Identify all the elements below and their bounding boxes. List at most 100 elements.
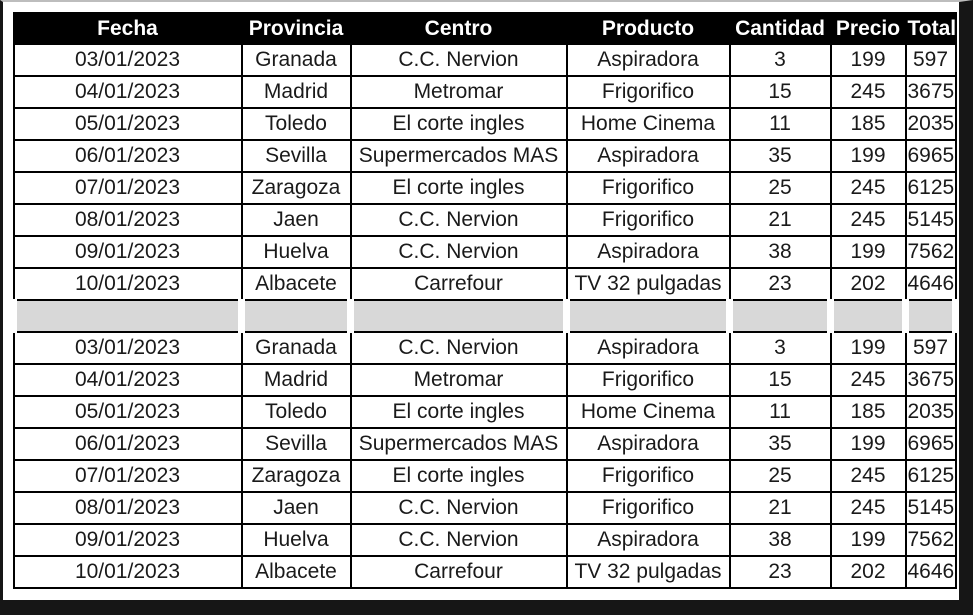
- table-cell-cantidad: 21: [728, 491, 832, 525]
- separator-cell: [902, 299, 959, 333]
- table-cell-producto: Aspiradora: [565, 235, 731, 269]
- table-row: 09/01/2023 Huelva C.C. Nervion Aspiradora 38…: [12, 523, 957, 557]
- table-cell-provincia: Albacete: [240, 267, 352, 301]
- table-cell-precio: 199: [829, 43, 907, 77]
- table-cell-producto: TV 32 pulgadas: [565, 267, 731, 301]
- table-cell-precio: 202: [829, 267, 907, 301]
- table-cell-total: 5145: [904, 491, 957, 525]
- table-cell-producto: Frigorifico: [565, 363, 731, 397]
- table-cell-cantidad: 23: [728, 555, 832, 589]
- table-cell-total: 6965: [904, 427, 957, 461]
- table-cell-total: 2035: [904, 107, 957, 141]
- table-cell-cantidad: 35: [728, 139, 832, 173]
- table-cell-total: 2035: [904, 395, 957, 429]
- table-cell-precio: 245: [829, 459, 907, 493]
- table-cell-cantidad: 11: [728, 395, 832, 429]
- table-cell-total: 597: [904, 43, 957, 77]
- table-cell-cantidad: 21: [728, 203, 832, 237]
- separator-cell: [726, 299, 834, 333]
- column-header-producto: Producto: [565, 12, 731, 45]
- table-cell-provincia: Madrid: [240, 363, 352, 397]
- table-cell-fecha: 09/01/2023: [12, 235, 243, 269]
- table-cell-cantidad: 15: [728, 75, 832, 109]
- table-row: 05/01/2023 Toledo El corte ingles Home Cine…: [12, 395, 957, 429]
- table-row: 04/01/2023 Madrid Metromar Frigorifico 15 245…: [12, 75, 957, 109]
- table-row: 08/01/2023 Jaen C.C. Nervion Frigorifico 21 2…: [12, 203, 957, 237]
- table-cell-provincia: Granada: [240, 43, 352, 77]
- table-cell-precio: 245: [829, 171, 907, 205]
- column-header-fecha: Fecha: [12, 12, 243, 45]
- table-row: 03/01/2023 Granada C.C. Nervion Aspiradora 3…: [12, 331, 957, 365]
- column-header-total: Total: [904, 12, 957, 45]
- column-header-cantidad: Cantidad: [728, 12, 832, 45]
- table-cell-provincia: Granada: [240, 331, 352, 365]
- separator-cell: [238, 299, 354, 333]
- table-cell-centro: El corte ingles: [349, 459, 568, 493]
- table-head: Fecha Provincia Centro Producto Cantidad Prec…: [12, 12, 957, 45]
- table-cell-centro: C.C. Nervion: [349, 491, 568, 525]
- table-cell-centro: Carrefour: [349, 267, 568, 301]
- table-cell-precio: 245: [829, 75, 907, 109]
- table-cell-cantidad: 11: [728, 107, 832, 141]
- table-cell-precio: 245: [829, 203, 907, 237]
- table-cell-producto: Frigorifico: [565, 75, 731, 109]
- table-row: 07/01/2023 Zaragoza El corte ingles Frigori…: [12, 171, 957, 205]
- table-cell-precio: 202: [829, 555, 907, 589]
- table-cell-fecha: 03/01/2023: [12, 331, 243, 365]
- table-cell-total: 3675: [904, 363, 957, 397]
- table-cell-fecha: 10/01/2023: [12, 555, 243, 589]
- table-cell-centro: Supermercados MAS: [349, 427, 568, 461]
- separator-cell: [827, 299, 909, 333]
- table-cell-total: 7562: [904, 523, 957, 557]
- table-row: 08/01/2023 Jaen C.C. Nervion Frigorifico 21 2…: [12, 491, 957, 525]
- table-cell-precio: 185: [829, 107, 907, 141]
- table-cell-provincia: Huelva: [240, 235, 352, 269]
- column-header-provincia: Provincia: [240, 12, 352, 45]
- table-cell-producto: Home Cinema: [565, 395, 731, 429]
- table-cell-cantidad: 25: [728, 171, 832, 205]
- table-row: 10/01/2023 Albacete Carrefour TV 32 pulgada…: [12, 267, 957, 301]
- table-cell-provincia: Zaragoza: [240, 171, 352, 205]
- table-cell-centro: C.C. Nervion: [349, 235, 568, 269]
- table-cell-total: 6125: [904, 171, 957, 205]
- table-cell-provincia: Huelva: [240, 523, 352, 557]
- separator-row: [10, 299, 959, 333]
- table-row: 07/01/2023 Zaragoza El corte ingles Frigori…: [12, 459, 957, 493]
- table-cell-provincia: Zaragoza: [240, 459, 352, 493]
- table-cell-fecha: 06/01/2023: [12, 427, 243, 461]
- table-cell-total: 6125: [904, 459, 957, 493]
- table-cell-provincia: Sevilla: [240, 139, 352, 173]
- table-cell-fecha: 05/01/2023: [12, 107, 243, 141]
- table-cell-centro: El corte ingles: [349, 171, 568, 205]
- table-cell-producto: Home Cinema: [565, 107, 731, 141]
- table-cell-total: 6965: [904, 139, 957, 173]
- table-cell-fecha: 07/01/2023: [12, 171, 243, 205]
- table-cell-precio: 245: [829, 491, 907, 525]
- table-cell-cantidad: 15: [728, 363, 832, 397]
- table-cell-centro: Carrefour: [349, 555, 568, 589]
- table-cell-cantidad: 23: [728, 267, 832, 301]
- table-cell-centro: El corte ingles: [349, 107, 568, 141]
- table-cell-provincia: Albacete: [240, 555, 352, 589]
- table-cell-provincia: Toledo: [240, 107, 352, 141]
- table-cell-precio: 199: [829, 235, 907, 269]
- table-row: 03/01/2023 Granada C.C. Nervion Aspiradora 3…: [12, 43, 957, 77]
- table-cell-cantidad: 3: [728, 43, 832, 77]
- column-header-centro: Centro: [349, 12, 568, 45]
- table-cell-producto: Aspiradora: [565, 139, 731, 173]
- table-row: 10/01/2023 Albacete Carrefour TV 32 pulgada…: [12, 555, 957, 589]
- table-cell-centro: C.C. Nervion: [349, 523, 568, 557]
- table-cell-fecha: 06/01/2023: [12, 139, 243, 173]
- table-cell-producto: Frigorifico: [565, 459, 731, 493]
- table-cell-cantidad: 38: [728, 235, 832, 269]
- table-cell-fecha: 03/01/2023: [12, 43, 243, 77]
- table-cell-precio: 199: [829, 523, 907, 557]
- column-header-precio: Precio: [829, 12, 907, 45]
- table-cell-cantidad: 35: [728, 427, 832, 461]
- table-body: 03/01/2023 Granada C.C. Nervion Aspiradora 3…: [10, 43, 959, 589]
- table-cell-fecha: 05/01/2023: [12, 395, 243, 429]
- table-cell-total: 7562: [904, 235, 957, 269]
- table-cell-fecha: 10/01/2023: [12, 267, 243, 301]
